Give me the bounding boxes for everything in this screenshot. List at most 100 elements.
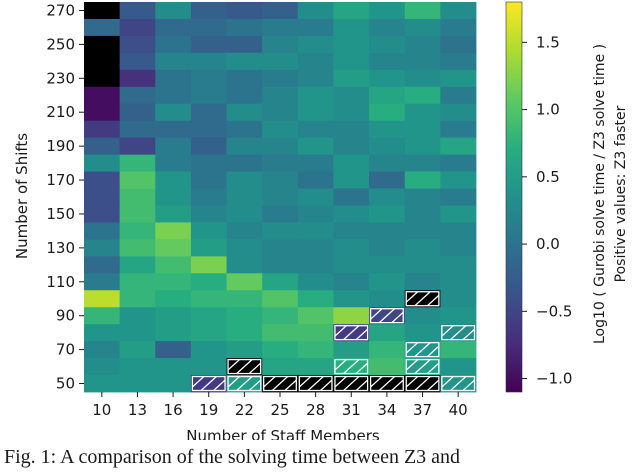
heatmap-cell bbox=[262, 35, 299, 54]
heatmap-cell bbox=[333, 69, 370, 88]
heatmap-cell bbox=[262, 86, 299, 105]
heatmap-cell bbox=[369, 290, 406, 308]
heatmap-cell bbox=[190, 103, 227, 122]
hatched-cell bbox=[334, 325, 369, 341]
heatmap-cell bbox=[440, 290, 477, 308]
heatmap-cell bbox=[440, 137, 477, 156]
heatmap-cell bbox=[155, 290, 192, 308]
heatmap-cell bbox=[440, 35, 477, 54]
heatmap-cell bbox=[262, 52, 299, 71]
y-tick-label: 170 bbox=[46, 171, 75, 189]
heatmap-cell bbox=[262, 18, 299, 37]
heatmap-cell bbox=[226, 52, 263, 71]
heatmap-cell bbox=[119, 120, 156, 139]
heatmap-cell bbox=[119, 188, 156, 206]
colorbar-tick-label: 1.0 bbox=[536, 101, 560, 119]
hatched-cell bbox=[227, 358, 262, 375]
heatmap-cell bbox=[262, 120, 299, 139]
heatmap-cell bbox=[404, 103, 441, 122]
heatmap-cell bbox=[333, 86, 370, 105]
heatmap-cell bbox=[333, 52, 370, 71]
x-tick-label: 19 bbox=[199, 401, 218, 419]
y-axis-ticks: 507090110130150170190210230250270290 bbox=[46, 1, 84, 393]
heatmap-cell bbox=[369, 137, 406, 156]
heatmap-cell bbox=[404, 307, 441, 325]
heatmap-cell bbox=[155, 171, 192, 189]
heatmap-cell bbox=[440, 307, 477, 325]
heatmap-cell bbox=[297, 188, 334, 206]
heatmap-cell bbox=[84, 188, 121, 206]
heatmap-cell bbox=[440, 358, 477, 376]
heatmap-cell bbox=[84, 307, 121, 325]
heatmap-cell bbox=[262, 239, 299, 257]
heatmap-cell bbox=[369, 341, 406, 359]
heatmap-cell bbox=[297, 171, 334, 189]
heatmap-cell bbox=[333, 35, 370, 54]
colorbar-label-line1: Log10 ( Gurobi solve time / Z3 solve tim… bbox=[592, 44, 608, 344]
heatmap-cell bbox=[119, 86, 156, 105]
heatmap-cell bbox=[226, 341, 263, 359]
hatched-cell bbox=[441, 325, 476, 341]
heatmap-cell bbox=[297, 256, 334, 274]
heatmap-cell bbox=[369, 205, 406, 223]
heatmap-cell bbox=[297, 35, 334, 54]
heatmap-cell bbox=[226, 290, 263, 308]
heatmap-cell bbox=[440, 205, 477, 223]
x-tick-label: 31 bbox=[342, 401, 361, 419]
x-tick-label: 28 bbox=[306, 401, 325, 419]
heatmap-cell bbox=[155, 154, 192, 172]
hatched-cell bbox=[263, 375, 297, 392]
heatmap-cell bbox=[333, 273, 370, 291]
heatmap-cell bbox=[262, 324, 299, 342]
hatched-cell bbox=[405, 341, 440, 358]
heatmap-cell bbox=[190, 137, 227, 156]
heatmap-cell bbox=[369, 52, 406, 71]
heatmap-cell bbox=[119, 171, 156, 189]
hatched-cell bbox=[405, 358, 440, 375]
x-tick-label: 16 bbox=[164, 401, 183, 419]
heatmap-cell bbox=[190, 205, 227, 223]
x-tick-label: 10 bbox=[92, 401, 111, 419]
heatmap-cell bbox=[369, 358, 406, 376]
heatmap-cell bbox=[84, 154, 121, 172]
heatmap-cell bbox=[119, 2, 156, 20]
heatmap-cell bbox=[84, 205, 121, 223]
heatmap-cell bbox=[333, 171, 370, 189]
heatmap-cell bbox=[155, 358, 192, 376]
hatched-cell bbox=[227, 375, 262, 392]
heatmap-cell bbox=[404, 120, 441, 139]
x-tick-label: 25 bbox=[270, 401, 289, 419]
heatmap-cell bbox=[155, 69, 192, 88]
y-tick-label: 230 bbox=[46, 69, 75, 87]
heatmap-cell bbox=[262, 137, 299, 156]
heatmap-cell bbox=[155, 222, 192, 240]
heatmap-cell bbox=[262, 273, 299, 291]
heatmap-cell bbox=[333, 341, 370, 359]
heatmap-cell bbox=[297, 341, 334, 359]
heatmap-cell bbox=[155, 341, 192, 359]
heatmap-cell bbox=[440, 103, 477, 122]
heatmap-cell bbox=[262, 222, 299, 240]
heatmap-cell bbox=[404, 137, 441, 156]
heatmap-cell bbox=[297, 290, 334, 308]
heatmap-cell bbox=[404, 35, 441, 54]
heatmap-cell bbox=[190, 307, 227, 325]
y-tick-label: 210 bbox=[46, 103, 75, 121]
heatmap-cell bbox=[226, 256, 263, 274]
x-tick-label: 37 bbox=[413, 401, 432, 419]
heatmap-cell bbox=[369, 2, 406, 20]
heatmap-cell bbox=[333, 188, 370, 206]
heatmap-cell bbox=[119, 18, 156, 37]
heatmap-cell bbox=[333, 154, 370, 172]
figure-caption: Fig. 1: A comparison of the solving time… bbox=[4, 446, 461, 468]
heatmap-cell bbox=[333, 239, 370, 257]
hatched-cell bbox=[405, 291, 440, 307]
heatmap-cell bbox=[440, 69, 477, 88]
heatmap-cell bbox=[297, 2, 334, 20]
heatmap-cell bbox=[155, 18, 192, 37]
heatmap-cell bbox=[155, 2, 192, 20]
heatmap-cell bbox=[297, 239, 334, 257]
heatmap-cell bbox=[404, 324, 441, 342]
heatmap-cell bbox=[404, 171, 441, 189]
heatmap-cell bbox=[333, 103, 370, 122]
